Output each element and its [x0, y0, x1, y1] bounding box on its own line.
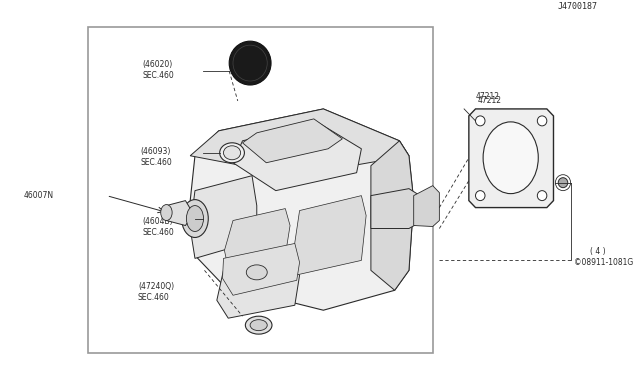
Polygon shape: [371, 141, 413, 290]
Text: SEC.460: SEC.460: [141, 158, 173, 167]
Ellipse shape: [182, 200, 208, 237]
Text: (4604B): (4604B): [143, 217, 173, 226]
Text: 47212: 47212: [477, 96, 501, 105]
Polygon shape: [293, 196, 366, 275]
Text: J4700187: J4700187: [557, 2, 597, 11]
Ellipse shape: [161, 205, 172, 221]
Bar: [88, 27, 433, 353]
Polygon shape: [190, 109, 409, 176]
Text: ©08911-1081G: ©08911-1081G: [575, 258, 634, 267]
Text: (46020): (46020): [143, 60, 173, 68]
Polygon shape: [243, 119, 342, 163]
Circle shape: [538, 190, 547, 201]
Ellipse shape: [223, 146, 241, 160]
Circle shape: [476, 116, 485, 126]
Ellipse shape: [246, 265, 268, 280]
Ellipse shape: [483, 122, 538, 193]
Polygon shape: [217, 259, 300, 318]
Text: (47240Q): (47240Q): [138, 282, 174, 291]
Circle shape: [476, 190, 485, 201]
Text: ( 4 ): ( 4 ): [589, 247, 605, 256]
Text: SEC.460: SEC.460: [143, 228, 175, 237]
Polygon shape: [233, 123, 362, 190]
Polygon shape: [225, 209, 290, 268]
Circle shape: [558, 178, 568, 187]
Text: (46093): (46093): [141, 147, 171, 156]
Polygon shape: [166, 201, 190, 225]
Polygon shape: [371, 189, 426, 228]
Ellipse shape: [186, 206, 204, 231]
Polygon shape: [190, 176, 257, 259]
Text: 46007N: 46007N: [24, 191, 54, 200]
Text: SEC.460: SEC.460: [143, 71, 175, 80]
Polygon shape: [190, 109, 413, 310]
Polygon shape: [469, 109, 554, 208]
Text: 47212: 47212: [476, 93, 499, 102]
Text: SEC.460: SEC.460: [138, 293, 170, 302]
Ellipse shape: [250, 320, 268, 331]
Polygon shape: [413, 186, 440, 227]
Polygon shape: [223, 243, 300, 295]
Ellipse shape: [245, 316, 272, 334]
Circle shape: [538, 116, 547, 126]
Ellipse shape: [220, 143, 244, 163]
Circle shape: [229, 41, 271, 85]
